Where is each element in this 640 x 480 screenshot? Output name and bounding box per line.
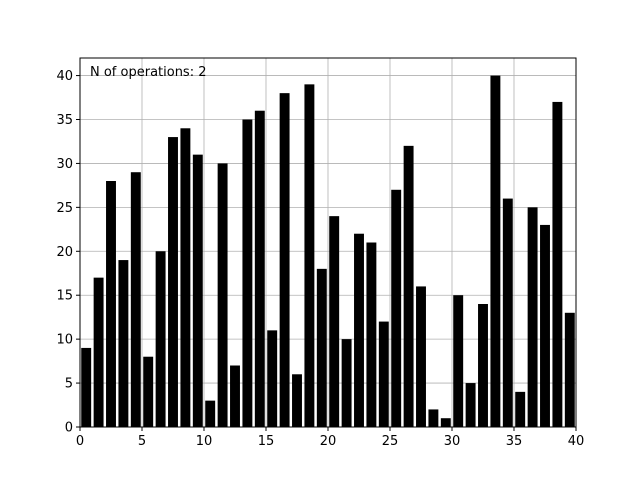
y-tick-label: 0	[65, 421, 73, 436]
x-tick-label: 40	[568, 434, 585, 449]
bar	[527, 207, 538, 427]
bar	[354, 233, 364, 427]
bar	[490, 75, 501, 428]
y-tick-label: 10	[56, 333, 73, 348]
x-tick-label: 15	[258, 434, 275, 449]
bar	[440, 418, 451, 427]
bar	[515, 391, 526, 427]
y-tick-label: 35	[56, 113, 73, 128]
bar	[366, 242, 377, 427]
bar	[106, 181, 116, 427]
bar	[230, 365, 240, 427]
bar	[292, 374, 302, 427]
bar	[242, 119, 253, 427]
x-tick-label: 0	[76, 434, 84, 449]
bar	[453, 295, 464, 427]
x-tick-label: 20	[320, 434, 337, 449]
y-tick-label: 20	[56, 245, 73, 260]
bar	[93, 277, 104, 427]
bar	[403, 145, 414, 427]
bar	[416, 286, 426, 427]
bar	[502, 198, 513, 427]
bar	[478, 304, 488, 427]
bar	[130, 172, 141, 427]
y-tick-label: 40	[56, 69, 73, 84]
x-tick-label: 35	[506, 434, 523, 449]
bar	[552, 101, 563, 427]
x-tick-label: 5	[138, 434, 146, 449]
bar	[180, 128, 191, 428]
bar	[217, 163, 228, 427]
x-tick-label: 30	[444, 434, 461, 449]
x-axis-ticks: 0 5 10 15 20 25 30 35 40	[76, 427, 584, 449]
bar	[304, 84, 315, 427]
bar	[81, 347, 92, 427]
bar	[279, 93, 290, 428]
y-tick-label: 25	[56, 201, 73, 216]
bar	[428, 409, 439, 427]
bar	[329, 216, 340, 427]
y-tick-label: 5	[65, 377, 73, 392]
y-tick-label: 15	[56, 289, 73, 304]
bar	[316, 268, 327, 427]
x-tick-label: 25	[382, 434, 399, 449]
bar	[540, 224, 550, 427]
bar	[205, 400, 216, 427]
annotation-text: N of operations: 2	[90, 65, 207, 80]
y-axis-ticks: 0 5 10 15 20 25 30 35 40	[56, 69, 80, 436]
bar	[155, 251, 166, 427]
bar	[254, 110, 265, 427]
bar	[143, 356, 154, 427]
bar	[118, 260, 129, 427]
bar	[391, 189, 402, 427]
bar	[168, 137, 178, 428]
bar	[267, 330, 278, 427]
bar	[341, 339, 352, 427]
bar	[192, 154, 203, 427]
bar	[564, 312, 575, 427]
bar	[465, 383, 476, 427]
bars-group	[81, 75, 575, 428]
y-tick-label: 30	[56, 157, 73, 172]
bar	[378, 321, 389, 427]
x-tick-label: 10	[196, 434, 213, 449]
